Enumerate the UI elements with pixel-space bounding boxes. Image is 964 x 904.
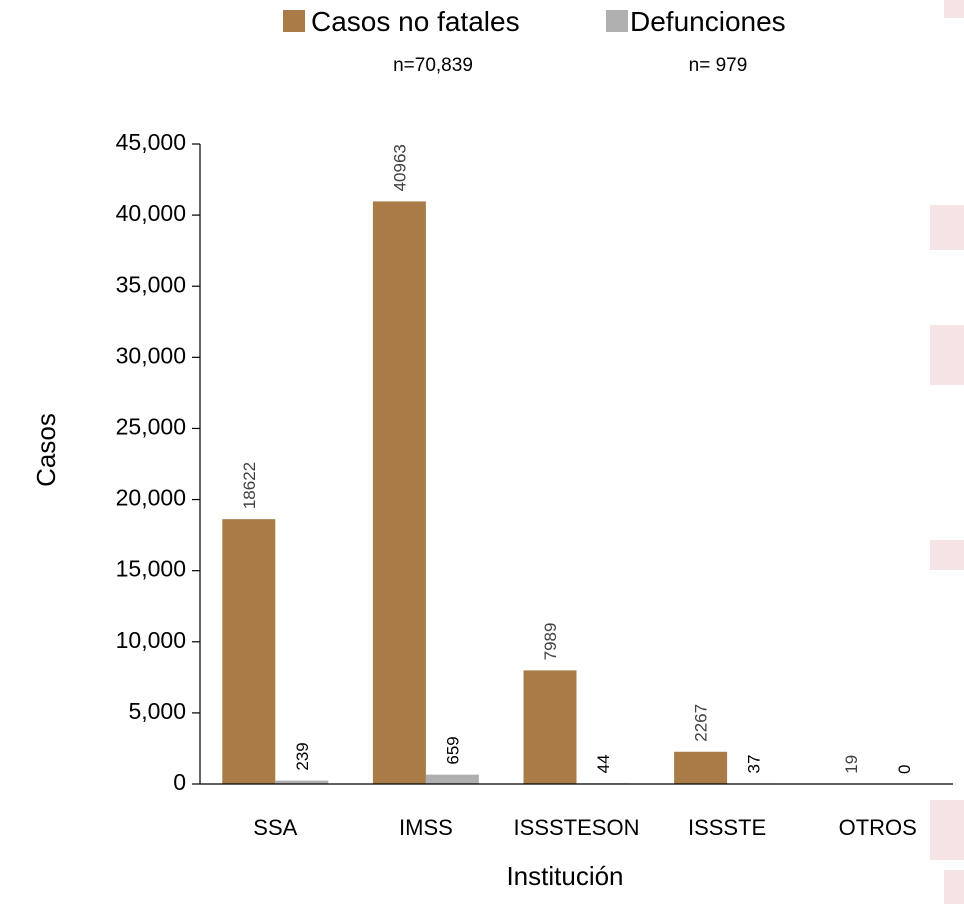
data-label: 40963: [390, 144, 409, 191]
legend-label: Defunciones: [630, 6, 786, 37]
y-tick-label: 0: [173, 769, 186, 795]
y-tick-label: 15,000: [116, 556, 186, 582]
bars: 18622 40963 7989 2267 19 239 659 44 37 0: [222, 144, 914, 785]
y-tick-label: 25,000: [116, 414, 186, 440]
data-label: 2267: [692, 704, 711, 742]
y-axis: 0 5,000 10,000 15,000 20,000 25,000 30,000 35,0…: [116, 129, 201, 795]
data-label: 18622: [240, 462, 259, 509]
legend-n-label: n=70,839: [393, 55, 473, 76]
x-tick-label: SSA: [253, 815, 297, 840]
bar-defunciones: [275, 780, 329, 784]
data-label: 7989: [541, 623, 560, 661]
bar-casos-no-fatales: [674, 751, 728, 784]
data-label: 239: [293, 742, 312, 770]
legend-n-label: n= 979: [689, 55, 748, 76]
x-axis: SSA IMSS ISSSTESON ISSSTE OTROS: [200, 783, 953, 840]
x-tick-label: OTROS: [839, 815, 917, 840]
legend-swatch: [283, 10, 305, 32]
bar-defunciones: [425, 774, 479, 784]
bar-casos-no-fatales: [523, 670, 577, 784]
bar-casos-no-fatales: [222, 519, 276, 784]
legend: Casos no fatales n=70,839 Defunciones n= 97…: [283, 6, 786, 76]
y-tick-label: 5,000: [128, 698, 186, 724]
data-label: 659: [443, 736, 462, 764]
legend-swatch: [606, 10, 628, 32]
x-tick-label: ISSSTE: [688, 815, 766, 840]
y-tick-label: 40,000: [116, 200, 186, 226]
y-tick-label: 35,000: [116, 271, 186, 297]
x-tick-label: ISSSTESON: [514, 815, 640, 840]
bar-casos-no-fatales: [372, 201, 426, 785]
y-axis-title: Casos: [31, 413, 61, 487]
data-label: 0: [895, 765, 914, 774]
y-tick-label: 30,000: [116, 342, 186, 368]
x-axis-title: Institución: [506, 861, 623, 891]
data-label: 37: [745, 755, 764, 774]
y-tick-label: 20,000: [116, 485, 186, 511]
legend-label: Casos no fatales: [311, 6, 520, 37]
y-tick-label: 45,000: [116, 129, 186, 155]
y-tick-label: 10,000: [116, 627, 186, 653]
x-tick-label: IMSS: [399, 815, 453, 840]
watermark-pattern: [930, 0, 964, 904]
data-label: 44: [594, 754, 613, 773]
data-label: 19: [842, 755, 861, 774]
